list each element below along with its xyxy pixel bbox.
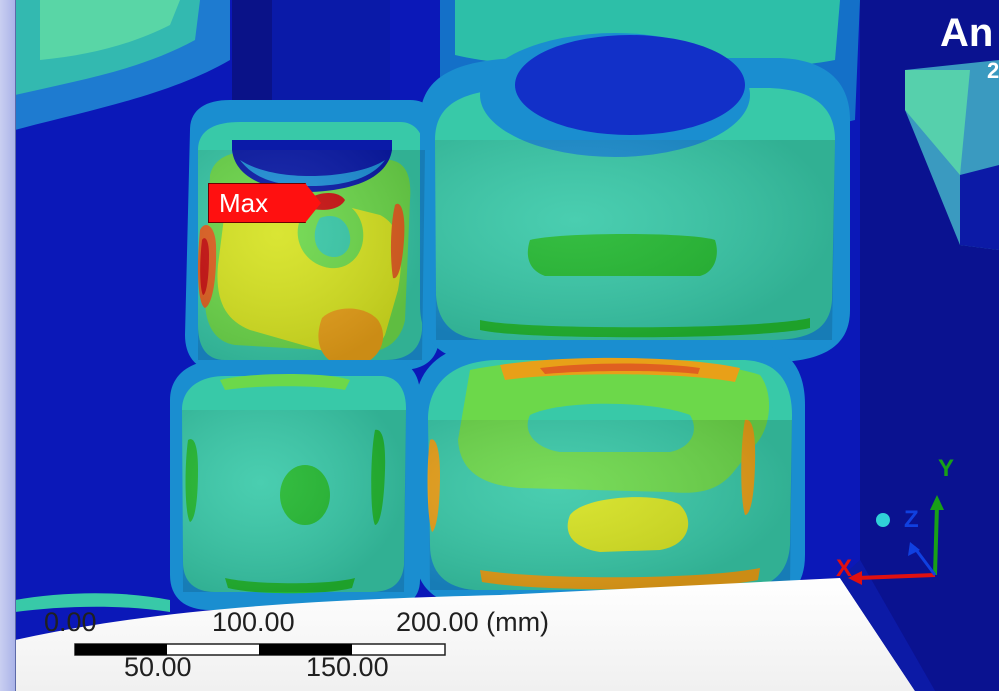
- y-axis-arrow: [930, 495, 944, 510]
- cell-shading-ul: [198, 150, 425, 360]
- max-label-pointer: [305, 183, 321, 223]
- max-label-text: Max: [219, 188, 269, 218]
- bottom-left-band: [15, 593, 170, 612]
- x-axis-line: [856, 573, 936, 580]
- cell-shading-ur: [435, 140, 835, 340]
- z-axis-arrow: [908, 542, 920, 556]
- isometric-view-ball[interactable]: [876, 513, 890, 527]
- cell-shading-lr: [428, 420, 792, 590]
- coordinate-triad[interactable]: [848, 495, 944, 585]
- scale-bar: [74, 643, 446, 656]
- brand-logo-text: An: [940, 11, 994, 55]
- left-panel-edge: [0, 0, 16, 691]
- cell-lower-right-top-max: [540, 363, 700, 374]
- scale-bar-segment-3: [259, 644, 352, 655]
- floor-edge: [840, 560, 935, 691]
- corner-cap-highlight: [40, 0, 180, 60]
- cell-lower-left-top-band: [220, 374, 350, 390]
- right-wall-cap-shadow: [960, 165, 999, 250]
- scale-bar-segment-1: [75, 644, 167, 655]
- y-axis-label: Y: [938, 455, 955, 482]
- scale-tick-label-50: 50.00: [124, 652, 192, 682]
- y-axis-line: [933, 504, 939, 576]
- scale-tick-label-150: 150.00: [306, 652, 389, 682]
- scale-tick-label-200: 200.00 (mm): [396, 607, 550, 637]
- scale-tick-label-0: 0.00: [44, 607, 97, 637]
- z-axis-label: Z: [904, 506, 919, 533]
- right-wall-cap-highlight: [905, 70, 970, 175]
- x-axis-label: X: [836, 555, 853, 582]
- cell-shading-ll: [182, 410, 406, 592]
- brand-logo-sub: 2: [987, 58, 999, 83]
- scale-tick-label-100: 100.00: [212, 607, 295, 637]
- x-axis-arrow: [848, 571, 862, 585]
- floor-plane: [15, 578, 915, 691]
- cell-upper-right-top-hole: [515, 35, 745, 135]
- max-label-box: [208, 183, 306, 223]
- z-axis-line: [912, 546, 937, 576]
